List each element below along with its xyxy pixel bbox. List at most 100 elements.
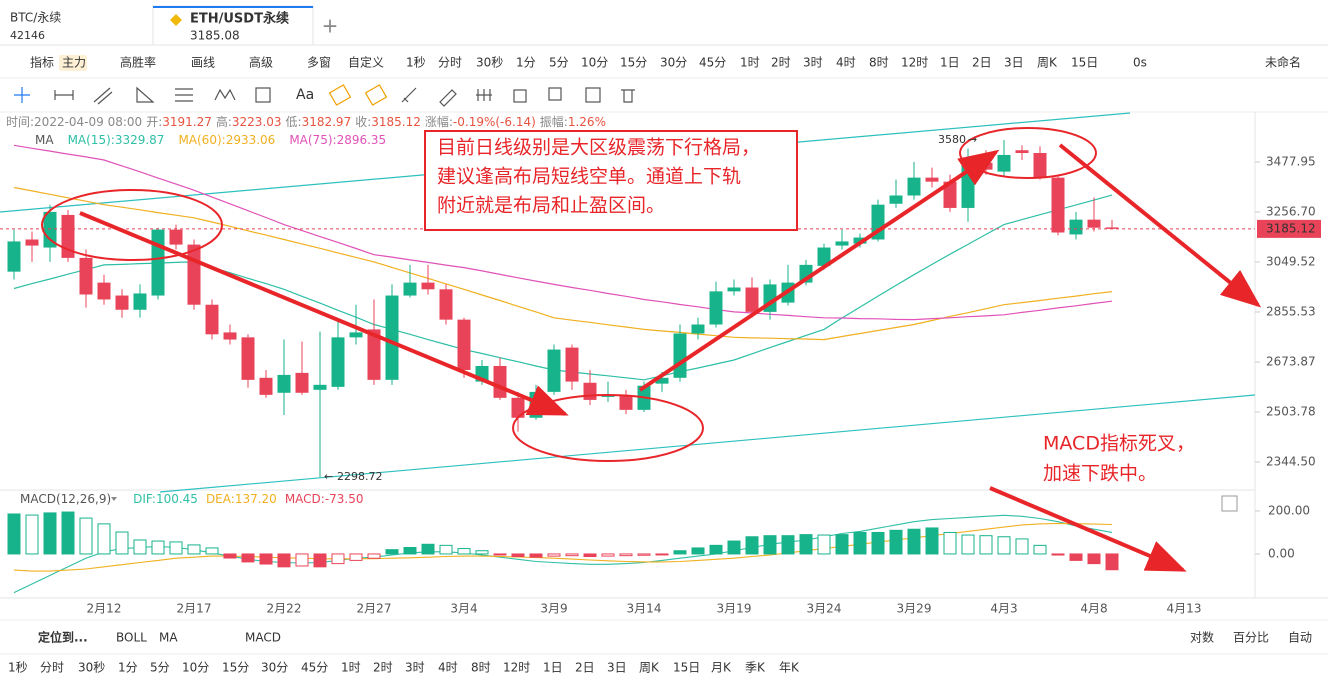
macd-bar — [241, 553, 255, 563]
interval[interactable]: 3时 — [405, 661, 425, 675]
interval[interactable]: 8时 — [471, 661, 491, 675]
interval[interactable]: 1分 — [118, 661, 138, 675]
macd-bar — [259, 553, 273, 565]
interval[interactable]: 4时 — [836, 56, 856, 70]
tool-lock[interactable] — [513, 89, 527, 103]
interval[interactable]: 周K — [1037, 56, 1058, 70]
toolbar-right[interactable]: 未命名 — [1265, 55, 1301, 70]
toolbar-item[interactable]: 主力 — [62, 56, 86, 70]
toolbar-item[interactable]: 高级 — [249, 55, 273, 70]
interval[interactable]: 10分 — [581, 56, 608, 70]
indicator-tab[interactable]: BOLL — [116, 631, 147, 645]
ma-legend-part: 2896.35 — [337, 133, 387, 147]
candle-body — [259, 377, 273, 395]
indicator-tab[interactable]: MACD — [245, 631, 281, 645]
indicator-tab[interactable]: 定位到... — [38, 630, 88, 645]
toolbar-item[interactable]: 高胜率 — [120, 55, 156, 70]
interval[interactable]: 3日 — [1004, 56, 1024, 70]
interval[interactable]: 30秒 — [78, 661, 105, 675]
tool-hide[interactable] — [585, 87, 601, 103]
tool-wave[interactable] — [214, 88, 236, 101]
ma-line — [13, 186, 1113, 341]
scale-option[interactable]: 对数 — [1190, 630, 1214, 645]
tool-pen[interactable] — [439, 89, 457, 107]
toolbar-item[interactable]: 自定义 — [348, 55, 384, 70]
candle-body — [25, 239, 39, 246]
interval[interactable]: 1时 — [341, 661, 361, 675]
interval[interactable]: 1秒 — [8, 661, 28, 675]
candle-body — [925, 177, 939, 182]
macd-bar — [43, 512, 57, 555]
add-tab[interactable]: + — [322, 14, 339, 38]
tool-ruler[interactable] — [401, 87, 417, 103]
tab-price: 3185.08 — [190, 29, 240, 43]
candle-body — [349, 332, 363, 338]
macd-bar — [637, 553, 651, 556]
interval[interactable]: 5分 — [549, 56, 569, 70]
tool-hline[interactable] — [54, 90, 74, 100]
tool-patterns2[interactable] — [364, 84, 388, 106]
expand-button[interactable] — [1221, 495, 1238, 512]
interval[interactable]: 30分 — [660, 56, 687, 70]
interval[interactable]: 5分 — [150, 661, 170, 675]
candle-body — [1069, 219, 1083, 235]
interval[interactable]: 30分 — [261, 661, 288, 675]
interval[interactable]: 15日 — [673, 661, 700, 675]
tool-triangle[interactable] — [136, 86, 155, 103]
ma-legend-part: MA(60): — [178, 133, 225, 147]
scale-option[interactable]: 自动 — [1288, 631, 1312, 645]
interval[interactable]: 季K — [745, 661, 766, 675]
interval[interactable]: 10分 — [182, 661, 209, 675]
macd-bar — [997, 536, 1011, 555]
toolbar-item[interactable]: 多窗 — [307, 56, 331, 70]
interval[interactable]: 分时 — [40, 661, 64, 675]
interval[interactable]: 1日 — [543, 661, 563, 675]
macd-bar — [25, 514, 39, 555]
tab-active[interactable] — [152, 5, 314, 46]
info-line-part: 振幅: — [540, 114, 568, 129]
interval[interactable]: 周K — [639, 661, 660, 675]
tool-patterns[interactable] — [328, 84, 352, 106]
toolbar-item[interactable]: 画线 — [191, 56, 215, 70]
tool-bars[interactable] — [476, 89, 492, 101]
interval[interactable]: 1日 — [940, 56, 960, 70]
interval[interactable]: 30秒 — [476, 56, 503, 70]
toolbar-right[interactable]: 0s — [1133, 56, 1147, 70]
tool-lines[interactable] — [175, 88, 193, 102]
interval[interactable]: 12时 — [901, 56, 928, 70]
interval[interactable]: 月K — [711, 661, 732, 675]
indicator-tab[interactable]: MA — [159, 631, 178, 645]
interval[interactable]: 15分 — [620, 56, 647, 70]
tool-cross[interactable] — [14, 87, 30, 103]
interval[interactable]: 1秒 — [406, 56, 426, 70]
interval[interactable]: 45分 — [301, 661, 328, 675]
info-line-part: 涨幅: — [425, 114, 453, 129]
interval[interactable]: 2日 — [575, 661, 595, 675]
interval[interactable]: 年K — [779, 661, 800, 675]
interval[interactable]: 12时 — [503, 661, 530, 675]
interval[interactable]: 2时 — [771, 56, 791, 70]
interval[interactable]: 3日 — [607, 661, 627, 675]
scale-option[interactable]: 百分比 — [1233, 631, 1269, 645]
tool-trend[interactable] — [93, 87, 113, 105]
interval[interactable]: 2时 — [373, 661, 393, 675]
tool-text[interactable]: Aa — [296, 87, 314, 103]
tool-copy[interactable] — [548, 87, 562, 101]
tool-delete[interactable] — [621, 89, 635, 103]
toolbar-item[interactable]: 指标 — [30, 55, 54, 70]
interval[interactable]: 4时 — [438, 661, 458, 675]
tool-rect[interactable] — [255, 87, 271, 103]
interval[interactable]: 8时 — [869, 56, 889, 70]
candle-body — [151, 229, 165, 296]
interval[interactable]: 15日 — [1071, 56, 1098, 70]
interval[interactable]: 1分 — [516, 56, 536, 70]
macd-bar — [61, 511, 75, 555]
macd-bar — [403, 547, 417, 555]
interval[interactable]: 3时 — [803, 56, 823, 70]
interval[interactable]: 45分 — [699, 56, 726, 70]
interval[interactable]: 1时 — [740, 56, 760, 70]
candle-body — [655, 377, 669, 384]
interval[interactable]: 15分 — [222, 661, 249, 675]
interval[interactable]: 分时 — [438, 56, 462, 70]
interval[interactable]: 2日 — [972, 56, 992, 70]
